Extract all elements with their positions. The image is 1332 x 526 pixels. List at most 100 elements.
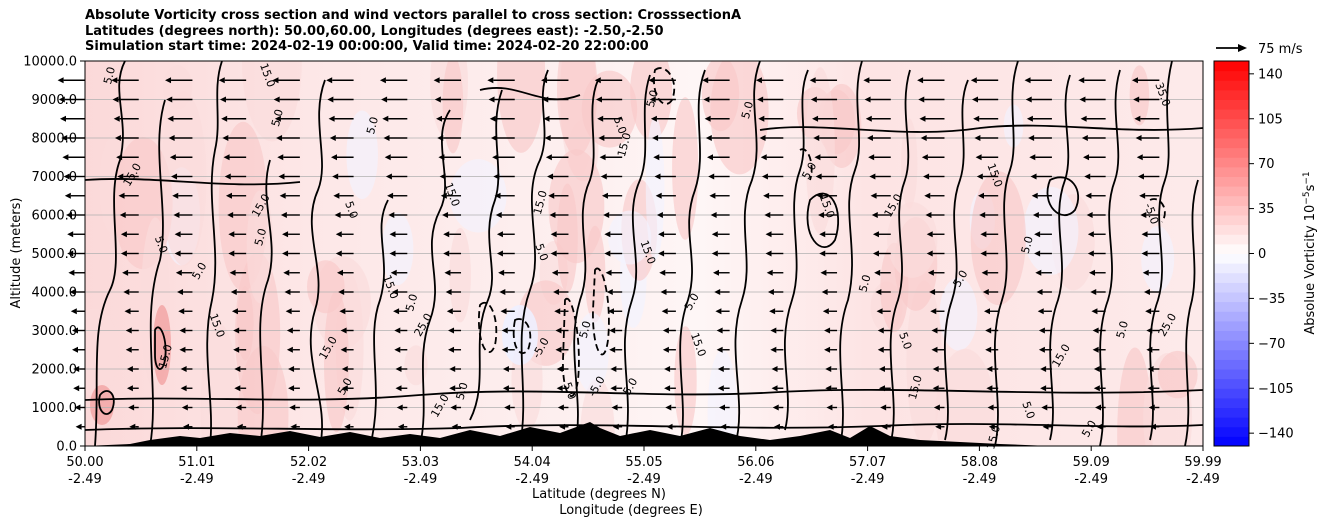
- colorbar-tick-label: 35: [1258, 202, 1275, 217]
- wind-vector: [389, 231, 408, 238]
- title-line-3: Simulation start time: 2024-02-19 00:00:…: [85, 39, 649, 54]
- wind-vectors: [57, 77, 1160, 430]
- wind-vector: [222, 135, 247, 141]
- wind-vector: [272, 77, 300, 84]
- wind-vector: [551, 269, 569, 276]
- colorbar-step: [1214, 426, 1249, 437]
- wind-vector: [607, 308, 623, 315]
- wind-vector: [541, 77, 569, 84]
- vorticity-patches: [85, 61, 1198, 446]
- wind-vector: [388, 212, 408, 218]
- wind-vector: [501, 327, 515, 334]
- colorbar-step: [1214, 157, 1249, 168]
- vorticity-patch: [939, 277, 978, 351]
- wind-vector: [384, 154, 408, 161]
- contour-label: 5.0: [269, 108, 286, 128]
- x-tick-label-lon: -2.49: [292, 472, 326, 487]
- wind-vector: [716, 346, 730, 353]
- wind-vector: [1091, 308, 1106, 315]
- wind-vector: [1081, 135, 1106, 141]
- wind-vector: [932, 385, 945, 392]
- y-tick-label: 1000.0: [32, 401, 78, 416]
- vorticity-patch: [346, 110, 378, 200]
- wind-vector: [168, 135, 193, 141]
- wind-vector: [1143, 289, 1160, 295]
- x-tick-label-lat: 53.03: [402, 455, 439, 470]
- vorticity-patch: [323, 290, 349, 433]
- wind-vector: [341, 385, 354, 392]
- wind-vector: [765, 250, 784, 257]
- colorbar-step: [1214, 138, 1249, 149]
- wind-vector: [286, 346, 300, 353]
- contour-label: 5.0: [454, 381, 471, 401]
- wind-vector: [719, 404, 730, 411]
- vorticity-patch: [557, 183, 578, 294]
- colorbar-tick-label: 140: [1258, 67, 1283, 82]
- wind-vector: [865, 115, 891, 122]
- wind-vector: [1029, 154, 1052, 161]
- wind-vector: [1036, 289, 1052, 295]
- wind-vector: [985, 327, 999, 334]
- wind-vector: [1139, 192, 1160, 199]
- colorbar-step: [1214, 80, 1249, 91]
- title-line-2: Latitudes (degrees north): 50.00,60.00, …: [85, 23, 664, 39]
- contour-label: 5.0: [152, 234, 170, 255]
- wind-vector: [648, 77, 676, 84]
- x-tick-label-lon: -2.49: [739, 472, 773, 487]
- wind-vector: [393, 308, 408, 315]
- wind-vector: [443, 231, 462, 238]
- wind-vector: [770, 346, 784, 353]
- wind-vector: [918, 96, 945, 103]
- wind-vector: [330, 154, 354, 161]
- wind-vector: [985, 346, 999, 353]
- wind-vector: [57, 77, 85, 84]
- wind-vector: [926, 250, 945, 257]
- wind-vector: [387, 192, 408, 199]
- wind-vector: [289, 404, 300, 411]
- vorticity-patch: [242, 61, 302, 142]
- wind-vector: [1145, 308, 1160, 315]
- vorticity-patch: [805, 67, 835, 235]
- wind-vector: [610, 385, 623, 392]
- wind-vector: [933, 404, 945, 411]
- wind-vector: [1089, 269, 1106, 276]
- wind-vector: [180, 385, 193, 392]
- wind-vector: [609, 346, 623, 353]
- wind-vector: [704, 115, 730, 122]
- wind-vector: [707, 154, 730, 161]
- colorbar-step: [1214, 147, 1249, 158]
- wind-vector: [500, 308, 515, 315]
- contour-line: [993, 61, 1019, 446]
- wind-vector: [984, 308, 999, 315]
- wind-vector: [819, 231, 838, 238]
- contour-label: 5.0: [532, 242, 550, 263]
- x-tick-label-lon: -2.49: [180, 472, 214, 487]
- wind-vector: [173, 212, 193, 218]
- wind-vector: [125, 327, 139, 334]
- wind-vector: [1093, 366, 1106, 372]
- colorbar-step: [1214, 186, 1249, 197]
- wind-vector: [1141, 231, 1160, 238]
- wind-vector: [496, 231, 515, 238]
- wind-vector: [986, 385, 999, 392]
- y-tick-label: 0.0: [56, 440, 77, 455]
- wind-vector: [1142, 269, 1160, 276]
- x-tick-label-lat: 59.09: [1073, 455, 1110, 470]
- contour-label: 5.0: [101, 65, 118, 85]
- contour-label: 5.0: [1114, 319, 1131, 339]
- wind-vector: [975, 154, 999, 161]
- wind-vector: [1041, 404, 1052, 411]
- wind-vector: [228, 250, 247, 257]
- wind-vector: [120, 250, 139, 257]
- contour-line: [889, 69, 911, 446]
- wind-vector: [73, 385, 85, 392]
- wind-vector: [658, 231, 676, 238]
- wind-vector: [118, 192, 139, 199]
- title-line-1: Absolute Vorticity cross section and win…: [85, 8, 742, 23]
- wind-vector: [1137, 173, 1160, 180]
- wind-vector: [122, 269, 139, 276]
- wind-vector: [819, 250, 838, 257]
- contour-label: 5.0: [403, 293, 420, 313]
- wind-vector: [326, 77, 354, 84]
- wind-vector: [709, 192, 730, 199]
